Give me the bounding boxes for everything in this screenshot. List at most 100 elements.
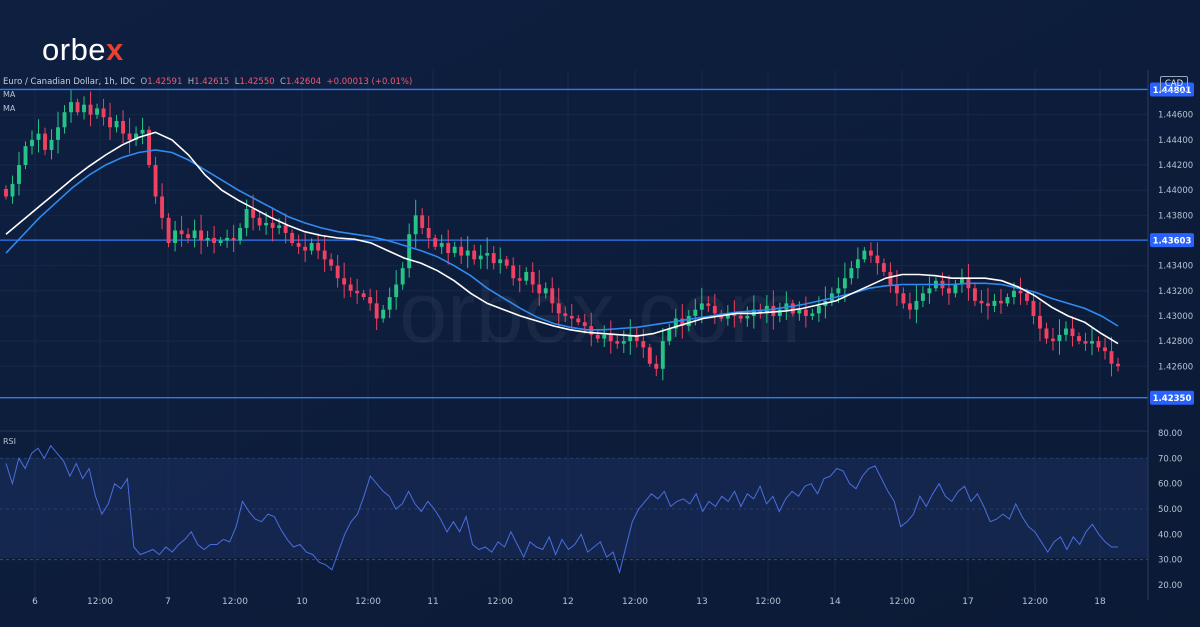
candle-body (335, 265, 340, 279)
candle-body (758, 309, 763, 314)
candle-body (121, 121, 126, 134)
candle-body (303, 246, 308, 251)
candle-body (251, 209, 256, 218)
rsi-tick-label: 70.00 (1158, 454, 1182, 464)
candle-body (647, 347, 652, 364)
time-tick-label: 12:00 (755, 597, 781, 607)
candle-body (998, 300, 1003, 304)
candle-body (491, 253, 496, 264)
rsi-tick-label: 30.00 (1158, 556, 1182, 566)
candle-body (862, 250, 867, 260)
candle-body (803, 309, 808, 316)
candle-body (348, 284, 353, 291)
rsi-tick-label: 80.00 (1158, 429, 1182, 439)
time-axis[interactable]: 6 12:00 7 12:00 10 12:00 11 12:00 12 12:00 13 12:00… (32, 597, 1106, 607)
currency-button[interactable]: CAD (1160, 76, 1188, 92)
candle-body (1090, 341, 1094, 344)
indicator-ma1[interactable]: MA (3, 90, 16, 99)
candle-body (361, 293, 366, 298)
time-tick-label: 12:00 (355, 597, 381, 607)
symbol-header: Euro / Canadian Dollar, 1h, IDC O1.42591… (3, 77, 412, 87)
candle-body (49, 139, 54, 150)
candle-body (530, 271, 535, 285)
ma-fast-line (5, 131, 1119, 345)
candle-body (290, 232, 295, 244)
indicator-ma2[interactable]: MA (3, 104, 16, 113)
candle-body (1096, 341, 1101, 348)
orbex-logo: orbex (42, 32, 124, 68)
candle-body (517, 278, 522, 281)
candle-body (686, 315, 691, 327)
price-axis[interactable]: 1.44600 1.44400 1.44200 1.44000 1.43800 1.434… (1158, 111, 1193, 373)
price-tick-label: 1.43400 (1158, 262, 1193, 272)
candle-body (901, 293, 906, 304)
indicator-rsi[interactable]: RSI (3, 437, 16, 446)
candle-body (88, 104, 93, 115)
candle-body (888, 271, 893, 285)
rsi-tick-label: 60.00 (1158, 480, 1182, 490)
support-resistance-levels (0, 88, 1148, 399)
candle-body (615, 341, 620, 344)
symbol-name[interactable]: Euro / Canadian Dollar, 1h, IDC (3, 77, 136, 87)
candle-body (855, 259, 860, 269)
candle-body (244, 209, 249, 228)
time-tick-label: 18 (1094, 597, 1106, 607)
candle-body (257, 217, 262, 226)
candle-body (582, 322, 587, 327)
candle-body (355, 290, 360, 294)
level-label: 1.44801 (1153, 86, 1192, 96)
candle-body (69, 102, 73, 113)
candle-body (82, 104, 86, 113)
level-label-box (1150, 233, 1194, 248)
candle-body (387, 297, 392, 310)
candle-body (836, 288, 841, 294)
candle-body (771, 305, 776, 316)
candle-body (849, 268, 854, 279)
candle-body (816, 305, 821, 314)
candle-body (433, 237, 438, 247)
candle-body (452, 246, 457, 254)
candle-body (1012, 290, 1016, 298)
candle-body (1025, 293, 1029, 301)
candle-body (1083, 341, 1088, 344)
candle-body (654, 363, 659, 369)
time-tick-label: 10 (296, 597, 308, 607)
price-tick-label: 1.43200 (1158, 287, 1193, 297)
candle-body (140, 129, 145, 134)
price-tick-label: 1.43800 (1158, 211, 1193, 221)
rsi-axis[interactable]: 80.00 70.00 60.00 50.00 40.00 30.00 20.00 (1158, 429, 1182, 591)
candle-body (868, 250, 873, 256)
candle-body (680, 318, 685, 327)
candle-body (472, 250, 477, 260)
open-label: O (140, 77, 148, 87)
candle-body (953, 284, 958, 294)
time-tick-label: 12:00 (222, 597, 248, 607)
candle-body (439, 243, 444, 247)
candle-body (738, 315, 743, 319)
candle-body (1018, 290, 1023, 294)
time-tick-label: 6 (32, 597, 38, 607)
candle-body (368, 297, 373, 304)
ma-slow-line (5, 149, 1119, 331)
rsi-tick-label: 50.00 (1158, 505, 1182, 515)
time-tick-label: 12:00 (622, 597, 648, 607)
time-tick-label: 7 (165, 597, 171, 607)
candle-body (634, 334, 639, 342)
time-tick-label: 17 (962, 597, 973, 607)
level-label: 1.42350 (1153, 394, 1192, 404)
candle-body (972, 288, 977, 301)
time-tick-label: 12:00 (1022, 597, 1048, 607)
candle-body (524, 271, 529, 281)
candle-body (225, 237, 230, 241)
rsi-band (0, 458, 1148, 558)
candle-body (725, 313, 730, 319)
candle-body (413, 215, 418, 235)
candle-body (205, 237, 210, 241)
candle-body (407, 234, 412, 269)
close-label: C (280, 77, 286, 87)
candle-body (881, 263, 886, 272)
candle-body (478, 255, 483, 260)
price-tick-label: 1.44200 (1158, 161, 1193, 171)
candle-body (342, 278, 347, 285)
